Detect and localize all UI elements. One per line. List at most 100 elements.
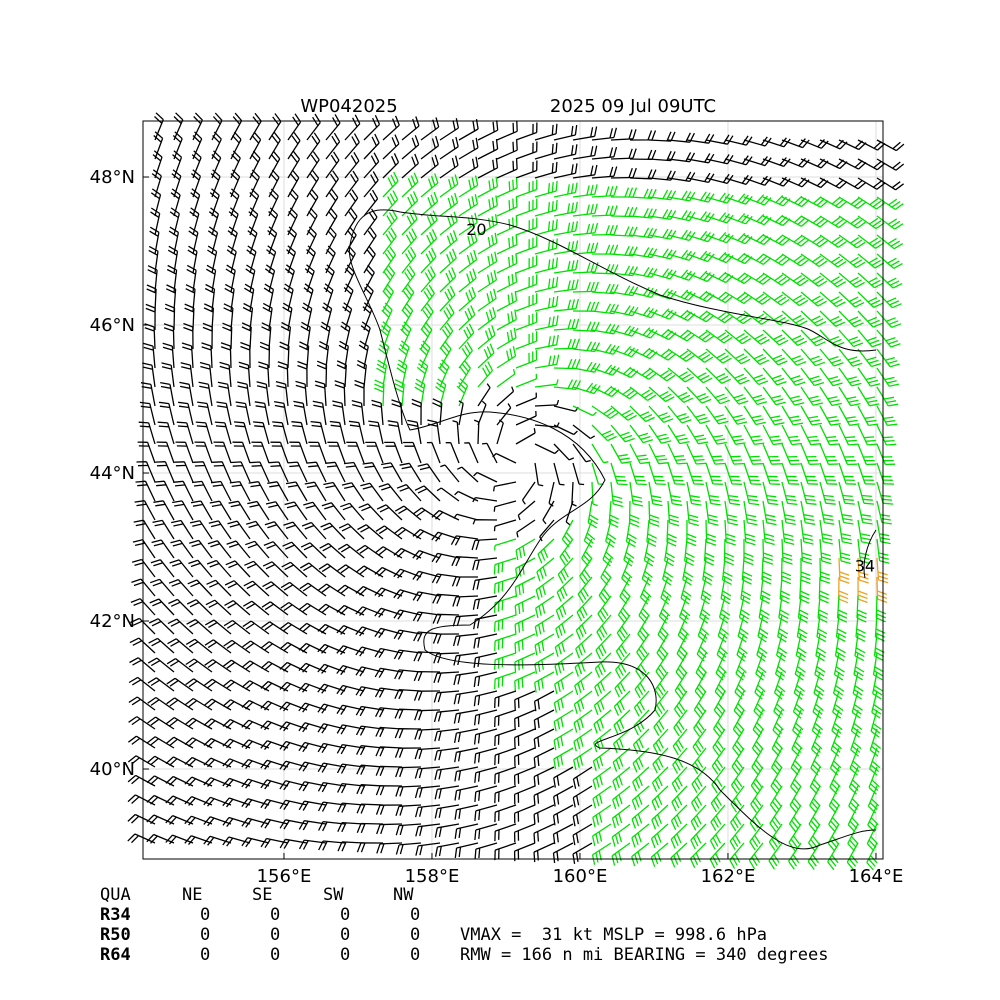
wind-barb bbox=[355, 666, 384, 677]
wind-barb bbox=[597, 595, 612, 623]
wind-barb bbox=[306, 170, 320, 198]
wind-barb bbox=[625, 519, 637, 548]
row-label: R34 bbox=[100, 905, 131, 925]
wind-barb bbox=[420, 191, 439, 217]
wind-barb bbox=[291, 421, 308, 445]
wind-barb bbox=[610, 265, 638, 277]
wind-barb bbox=[533, 823, 555, 844]
wind-barb bbox=[327, 441, 346, 464]
wind-barb bbox=[733, 690, 746, 719]
wind-barb bbox=[222, 816, 251, 827]
wind-barb bbox=[693, 709, 707, 737]
wind-barb bbox=[553, 163, 578, 179]
wind-barb bbox=[674, 671, 688, 699]
wind-barb bbox=[477, 400, 487, 426]
wind-barb bbox=[811, 709, 824, 738]
wind-barb bbox=[705, 329, 733, 344]
wind-barb bbox=[317, 663, 346, 674]
wind-barb bbox=[458, 341, 473, 369]
wind-barb bbox=[514, 728, 536, 748]
wind-barb bbox=[457, 466, 479, 483]
table-header: SW bbox=[323, 885, 344, 905]
wind-barb bbox=[724, 193, 753, 205]
wind-barb bbox=[256, 381, 270, 407]
wind-barb bbox=[439, 303, 455, 331]
wind-barb bbox=[876, 462, 895, 485]
wind-barb bbox=[336, 684, 365, 696]
wind-barb bbox=[611, 804, 631, 829]
wind-barb bbox=[279, 622, 308, 635]
wind-barb bbox=[612, 747, 631, 772]
wind-barb bbox=[629, 462, 647, 486]
wind-barb bbox=[283, 521, 308, 540]
wind-barb bbox=[169, 207, 180, 236]
wind-barb bbox=[856, 595, 867, 623]
wind-barb bbox=[632, 766, 650, 792]
wind-barb bbox=[611, 823, 631, 847]
wind-barb bbox=[414, 804, 441, 818]
wind-barb bbox=[420, 303, 434, 331]
wind-barb bbox=[631, 804, 650, 829]
wind-barb bbox=[866, 823, 879, 852]
wind-barb bbox=[741, 557, 753, 585]
wind-barb bbox=[610, 386, 638, 400]
wind-barb bbox=[162, 342, 175, 369]
wind-barb bbox=[474, 823, 498, 841]
wind-barb bbox=[355, 626, 384, 637]
wind-barb bbox=[592, 785, 612, 809]
wind-barb bbox=[266, 245, 277, 274]
wind-barb bbox=[751, 747, 764, 776]
wind-barb bbox=[515, 179, 538, 198]
wind-barb bbox=[474, 747, 498, 764]
wind-barb bbox=[593, 690, 612, 716]
wind-barb bbox=[857, 272, 884, 289]
wind-barb bbox=[610, 305, 639, 317]
wind-barb bbox=[817, 595, 829, 623]
wind-barb bbox=[226, 245, 237, 274]
wind-barb bbox=[216, 401, 232, 426]
wind-barb bbox=[876, 405, 898, 427]
wind-barb bbox=[534, 399, 560, 407]
wind-barb bbox=[439, 136, 459, 160]
wind-barb bbox=[356, 842, 384, 853]
wind-barb bbox=[631, 823, 650, 848]
wind-barb bbox=[496, 140, 518, 160]
wind-barb bbox=[572, 301, 600, 312]
wind-barb bbox=[686, 386, 712, 404]
wind-barb bbox=[610, 148, 637, 160]
wind-barb bbox=[192, 480, 213, 502]
wind-barb bbox=[300, 542, 327, 559]
wind-barb bbox=[724, 291, 753, 305]
wind-barb bbox=[380, 462, 403, 483]
wind-barb bbox=[414, 485, 441, 502]
wind-barb bbox=[374, 607, 403, 618]
wind-barb bbox=[472, 595, 498, 610]
wind-barb bbox=[876, 310, 902, 329]
wind-barb bbox=[762, 405, 785, 426]
wind-barb bbox=[749, 823, 764, 851]
wind-barb bbox=[214, 421, 232, 445]
wind-barb bbox=[344, 151, 360, 179]
wind-barb bbox=[751, 728, 764, 757]
wind-barb bbox=[592, 766, 612, 790]
wind-barb bbox=[172, 131, 183, 160]
wind-barb bbox=[611, 842, 631, 866]
table-cell: 0 bbox=[270, 905, 280, 925]
wind-barb bbox=[247, 226, 258, 255]
wind-barb bbox=[401, 228, 418, 255]
wind-barb bbox=[651, 804, 669, 830]
wind-barb bbox=[670, 823, 688, 849]
wind-barb bbox=[323, 283, 334, 312]
wind-barb bbox=[667, 269, 696, 281]
wind-barb bbox=[473, 419, 480, 445]
wind-barb bbox=[611, 187, 638, 198]
wind-barb bbox=[264, 521, 289, 540]
wind-barb bbox=[629, 347, 658, 360]
x-tick-label: 160°E bbox=[553, 866, 608, 887]
wind-barb bbox=[245, 264, 256, 293]
wind-barb bbox=[304, 264, 315, 293]
wind-barb bbox=[617, 595, 631, 624]
wind-barb bbox=[536, 557, 555, 582]
wind-barb bbox=[515, 122, 538, 141]
wind-barb bbox=[819, 557, 831, 584]
